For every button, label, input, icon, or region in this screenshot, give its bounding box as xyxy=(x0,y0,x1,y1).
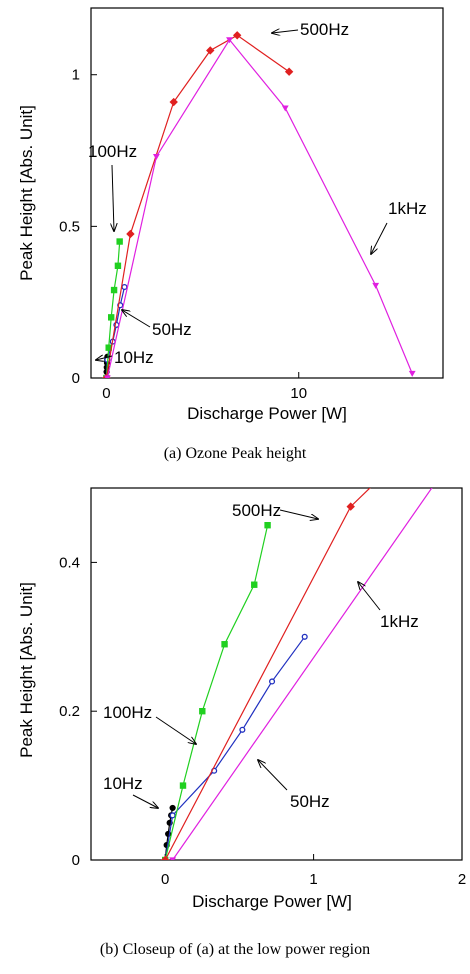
x-tick-label: 1 xyxy=(309,871,317,888)
data-point-100Hz xyxy=(114,262,122,269)
annotation-arrow xyxy=(112,164,114,231)
annotation-1kHz: 1kHz xyxy=(380,612,419,631)
data-point-500Hz xyxy=(206,46,215,55)
annotation-10Hz: 10Hz xyxy=(114,348,154,367)
series-line-100Hz xyxy=(105,241,121,378)
figure-caption: (b) Closeup of (a) at the low power regi… xyxy=(100,941,370,958)
data-point-1kHz xyxy=(372,282,380,289)
data-point-50Hz xyxy=(169,812,176,819)
data-point-100Hz xyxy=(179,782,187,789)
data-point-10Hz xyxy=(169,804,176,812)
y-axis-label: Peak Height [Abs. Unit] xyxy=(17,105,36,281)
x-tick-label: 10 xyxy=(290,385,307,402)
x-axis-label: Discharge Power [W] xyxy=(192,892,352,911)
data-point-100Hz xyxy=(199,708,206,715)
data-point-1kHz xyxy=(408,370,416,377)
data-point-1kHz xyxy=(281,105,289,112)
series-line-1kHz xyxy=(106,38,413,378)
annotation-1kHz: 1kHz xyxy=(388,199,427,218)
annotation-10Hz: 10Hz xyxy=(103,774,143,793)
data-point-100Hz xyxy=(107,314,115,321)
data-point-50Hz xyxy=(239,726,246,733)
y-tick-label: 0.4 xyxy=(59,554,80,571)
series-line-1kHz xyxy=(172,488,433,860)
annotation-arrow xyxy=(155,716,196,744)
chart-panel-b: 0 1 2 0 0.2 0.4 Discharge Power [W] Peak Height… xyxy=(17,487,466,958)
annotation-50Hz: 50Hz xyxy=(152,320,192,339)
annotation-arrow xyxy=(358,582,381,611)
plot-frame xyxy=(90,7,444,379)
annotation-500Hz: 500Hz xyxy=(232,501,281,520)
data-point-500Hz xyxy=(126,229,135,239)
annotation-arrow xyxy=(272,30,299,33)
data-point-50Hz xyxy=(268,678,276,685)
annotation-arrow xyxy=(132,794,158,808)
annotation-arrow xyxy=(96,356,113,360)
chart-panel-a: 0 10 0 0.5 1 Discharge Power [W] Peak Height [… xyxy=(17,7,444,462)
data-point-100Hz xyxy=(221,641,228,648)
data-point-500Hz xyxy=(232,31,242,40)
x-tick-label: 0 xyxy=(161,871,169,888)
x-tick-label: 2 xyxy=(458,871,466,888)
x-tick-label: 0 xyxy=(102,385,110,402)
annotation-50Hz: 50Hz xyxy=(290,792,330,811)
data-point-100Hz xyxy=(105,344,112,351)
annotation-arrow xyxy=(122,310,151,328)
series-layer xyxy=(161,488,433,860)
annotation-100Hz: 100Hz xyxy=(103,703,152,722)
data-point-100Hz xyxy=(116,238,123,245)
data-point-100Hz xyxy=(264,522,271,529)
data-point-1kHz xyxy=(169,857,177,860)
y-tick-label: 1 xyxy=(72,67,80,84)
data-point-1kHz xyxy=(152,154,160,161)
y-tick-label: 0.5 xyxy=(59,218,80,235)
data-point-1kHz xyxy=(103,375,111,378)
data-point-100Hz xyxy=(110,286,118,294)
annotation-100Hz: 100Hz xyxy=(88,142,137,161)
data-point-50Hz xyxy=(301,633,308,640)
annotation-arrow xyxy=(279,509,318,519)
series-line-500Hz xyxy=(164,488,371,860)
y-tick-label: 0 xyxy=(72,370,80,387)
y-axis-label: Peak Height [Abs. Unit] xyxy=(17,582,36,758)
plot-frame xyxy=(90,487,463,861)
data-point-500Hz xyxy=(284,67,294,76)
data-point-50Hz xyxy=(121,283,128,291)
x-axis-label: Discharge Power [W] xyxy=(187,404,347,423)
data-point-500Hz xyxy=(169,97,178,107)
data-point-100Hz xyxy=(251,581,258,588)
series-line-50Hz xyxy=(164,636,306,860)
data-point-500Hz xyxy=(161,855,170,860)
series-line-100Hz xyxy=(164,525,269,860)
series-line-500Hz xyxy=(105,34,290,378)
annotation-arrow xyxy=(258,760,288,791)
figure-caption: (a) Ozone Peak height xyxy=(164,445,307,462)
y-tick-label: 0 xyxy=(72,852,80,869)
data-point-500Hz xyxy=(346,502,355,511)
annotation-500Hz: 500Hz xyxy=(300,20,349,39)
data-point-1kHz xyxy=(226,37,233,44)
y-tick-label: 0.2 xyxy=(59,703,80,720)
annotation-arrow xyxy=(371,222,388,254)
series-layer xyxy=(102,31,416,378)
